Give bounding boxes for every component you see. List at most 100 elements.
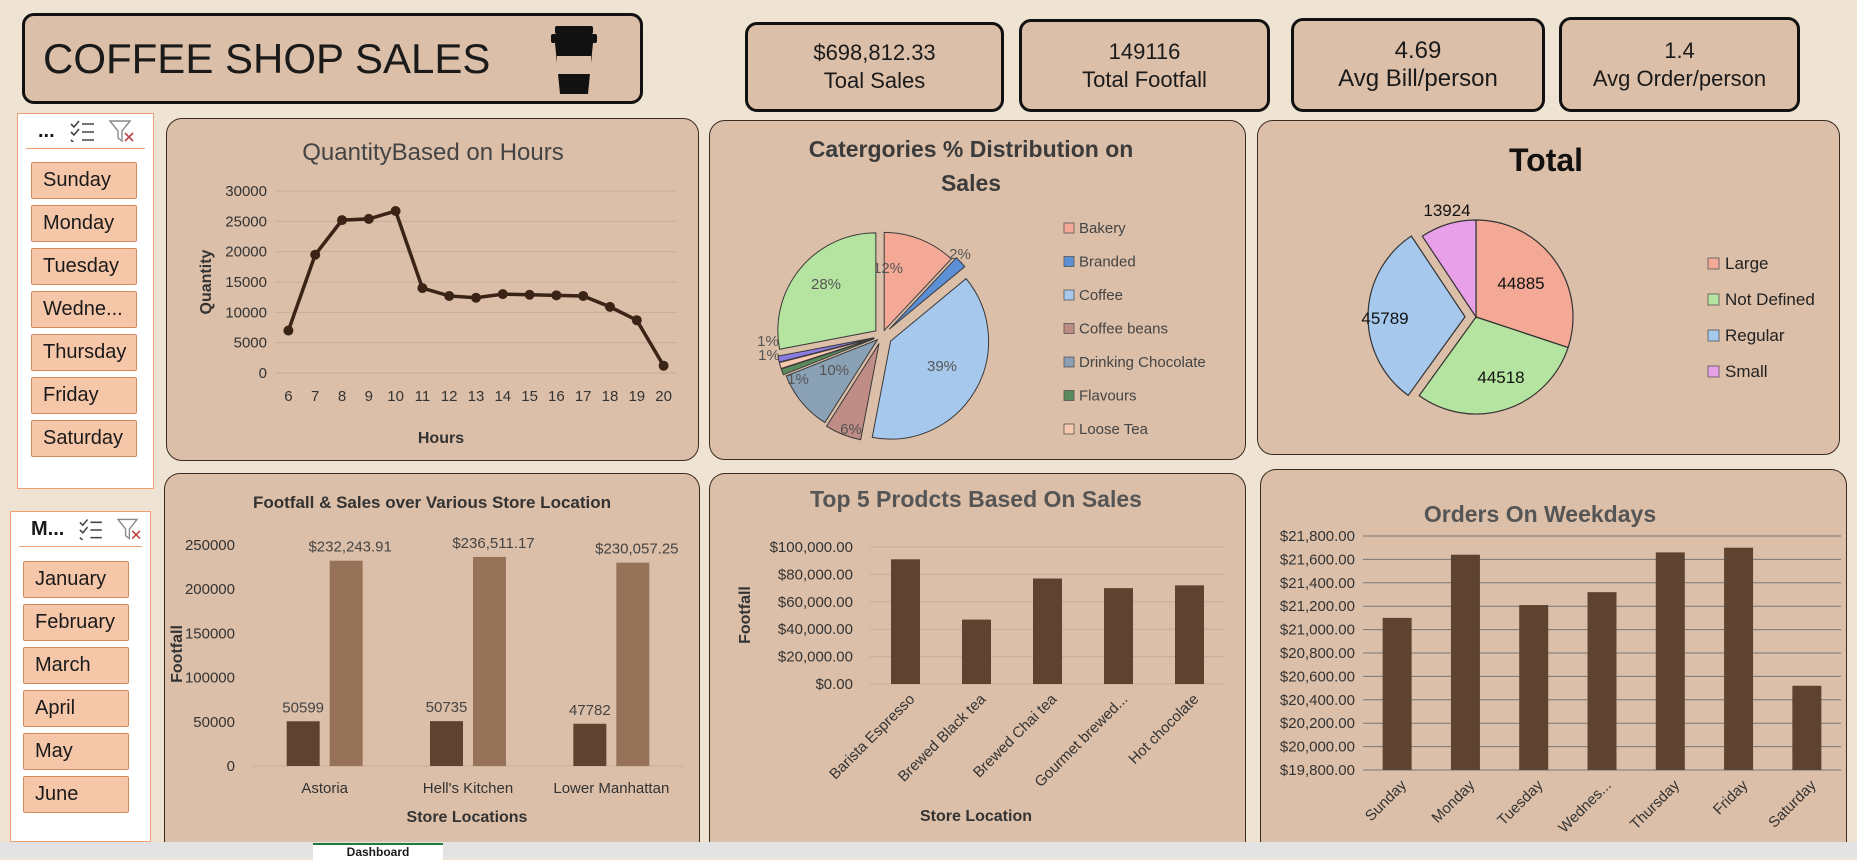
bar bbox=[1724, 547, 1754, 770]
data-label: 45789 bbox=[1361, 309, 1408, 328]
legend-label: Branded bbox=[1079, 254, 1136, 271]
y-tick-label: 100000 bbox=[185, 670, 235, 687]
chart-categories-pie: Catergories % Distribution on Sales 12% 2% 3… bbox=[757, 136, 1206, 441]
kpi-value: 1.4 bbox=[1664, 37, 1695, 63]
kpi-value: 4.69 bbox=[1394, 37, 1442, 64]
data-label: 39% bbox=[927, 358, 957, 375]
data-point bbox=[283, 325, 294, 336]
x-tick-label: Tuesday bbox=[1494, 776, 1547, 829]
data-label: 12% bbox=[873, 260, 903, 277]
y-tick-label: 200000 bbox=[185, 581, 235, 598]
y-tick-label: 250000 bbox=[185, 537, 235, 554]
kpi-total-sales: $698,812.33 Toal Sales bbox=[745, 22, 1004, 112]
legend-label: Coffee bbox=[1079, 287, 1123, 304]
sheet-tab-dashboard[interactable]: Dashboard bbox=[313, 843, 443, 860]
y-tick-label: $21,400.00 bbox=[1280, 575, 1355, 592]
x-tick-label: 11 bbox=[415, 388, 431, 405]
x-tick-label: 14 bbox=[494, 388, 511, 405]
legend-label: Drinking Chocolate bbox=[1079, 354, 1206, 371]
chart-total-pie: Total 44885 44518 45789 13924 Large Not Define… bbox=[1361, 142, 1815, 415]
y-tick-label: $20,600.00 bbox=[1280, 668, 1355, 685]
slicer-item-saturday[interactable]: Saturday bbox=[31, 420, 137, 457]
clear-filter-icon[interactable] bbox=[117, 517, 142, 541]
chart-store-locations: Footfall & Sales over Various Store Loca… bbox=[169, 493, 683, 826]
legend-swatch bbox=[1063, 222, 1075, 234]
y-tick-label: $21,200.00 bbox=[1280, 598, 1355, 615]
data-label: $232,243.91 bbox=[308, 539, 391, 556]
data-label: 44518 bbox=[1477, 368, 1524, 387]
y-tick-label: $100,000.00 bbox=[770, 539, 853, 556]
slicer-item-february[interactable]: February bbox=[23, 604, 129, 641]
kpi-label: Toal Sales bbox=[823, 68, 926, 93]
data-point bbox=[658, 360, 669, 371]
slicer-item-january[interactable]: January bbox=[23, 561, 129, 598]
legend-swatch bbox=[1063, 390, 1075, 401]
x-tick-label: 9 bbox=[365, 388, 373, 405]
slicer-item-june[interactable]: June bbox=[23, 776, 129, 813]
pie-slice bbox=[777, 232, 877, 350]
y-tick-label: $40,000.00 bbox=[778, 621, 853, 638]
data-point bbox=[417, 283, 428, 294]
slicer-item-march[interactable]: March bbox=[23, 647, 129, 684]
legend-label: Not Defined bbox=[1725, 290, 1815, 309]
clear-filter-icon[interactable] bbox=[108, 119, 135, 143]
data-point bbox=[524, 289, 535, 300]
pie-slice bbox=[1421, 219, 1477, 319]
x-tick-label: Saturday bbox=[1765, 776, 1820, 831]
slicer-item-friday[interactable]: Friday bbox=[31, 377, 137, 414]
data-point bbox=[605, 301, 615, 312]
y-tick-label: 15000 bbox=[225, 274, 267, 291]
legend-swatch bbox=[1063, 289, 1075, 301]
pie-slice bbox=[1367, 235, 1466, 397]
x-tick-label: Hell's Kitchen bbox=[423, 780, 513, 797]
chart-title: QuantityBased on Hours bbox=[302, 139, 563, 166]
data-point bbox=[310, 249, 321, 260]
legend-label: Bakery bbox=[1079, 220, 1126, 237]
slicer-item-thursday[interactable]: Thursday bbox=[31, 334, 137, 371]
kpi-avg-order: 1.4 Avg Order/person bbox=[1559, 17, 1800, 112]
slicer-item-monday[interactable]: Monday bbox=[31, 205, 137, 242]
x-tick-label: 17 bbox=[575, 388, 592, 405]
x-tick-label: Astoria bbox=[301, 780, 348, 797]
bar bbox=[1792, 685, 1822, 770]
bar bbox=[430, 721, 463, 766]
y-tick-label: $80,000.00 bbox=[778, 566, 853, 583]
legend-swatch bbox=[1063, 356, 1075, 368]
data-point bbox=[578, 290, 589, 301]
multi-select-icon[interactable] bbox=[69, 120, 95, 142]
y-tick-label: 0 bbox=[227, 758, 235, 775]
pie-slice bbox=[888, 257, 966, 330]
kpi-label: Avg Bill/person bbox=[1338, 65, 1498, 92]
legend-label: Coffee beans bbox=[1079, 321, 1168, 338]
slicer-days[interactable]: ... Sunday Monday Tuesday Wedne... Thurs… bbox=[17, 113, 154, 489]
title-box: COFFEE SHOP SALES bbox=[22, 13, 643, 104]
bar bbox=[1519, 605, 1549, 770]
multi-select-icon[interactable] bbox=[78, 518, 103, 540]
panel-total: Total 44885 44518 45789 13924 Large Not Define… bbox=[1257, 120, 1840, 455]
y-axis-label: Footfall bbox=[169, 625, 186, 683]
y-tick-label: $21,600.00 bbox=[1280, 551, 1355, 568]
slicer-item-april[interactable]: April bbox=[23, 690, 129, 727]
bar bbox=[473, 556, 506, 766]
data-label: 28% bbox=[811, 276, 841, 293]
slicer-item-tuesday[interactable]: Tuesday bbox=[31, 248, 137, 285]
x-tick-label: Wednes... bbox=[1555, 777, 1615, 837]
panel-weekdays: Orders On Weekdays $19,800.00 $20,000.00 $2… bbox=[1260, 469, 1847, 842]
data-label: 50599 bbox=[282, 699, 324, 716]
data-label: 1% bbox=[757, 333, 779, 350]
pie-slice bbox=[825, 343, 880, 441]
bar bbox=[573, 723, 607, 766]
y-tick-label: $60,000.00 bbox=[778, 594, 853, 611]
chart-quantity-hours: QuantityBased on Hours 0 5000 10000 15000 200… bbox=[198, 139, 677, 447]
pie-slice bbox=[777, 337, 875, 363]
pie-slice bbox=[785, 338, 879, 424]
data-label: 1% bbox=[787, 371, 809, 388]
x-tick-label: 6 bbox=[284, 388, 292, 405]
kpi-label: Total Footfall bbox=[1082, 66, 1207, 92]
slicer-months[interactable]: M... January February March April May Ju… bbox=[10, 511, 151, 842]
slicer-item-may[interactable]: May bbox=[23, 733, 129, 770]
slicer-item-wednesday[interactable]: Wedne... bbox=[31, 291, 137, 328]
legend-swatch bbox=[1063, 256, 1075, 267]
slicer-item-sunday[interactable]: Sunday bbox=[31, 162, 137, 199]
data-label: 13924 bbox=[1423, 201, 1470, 220]
